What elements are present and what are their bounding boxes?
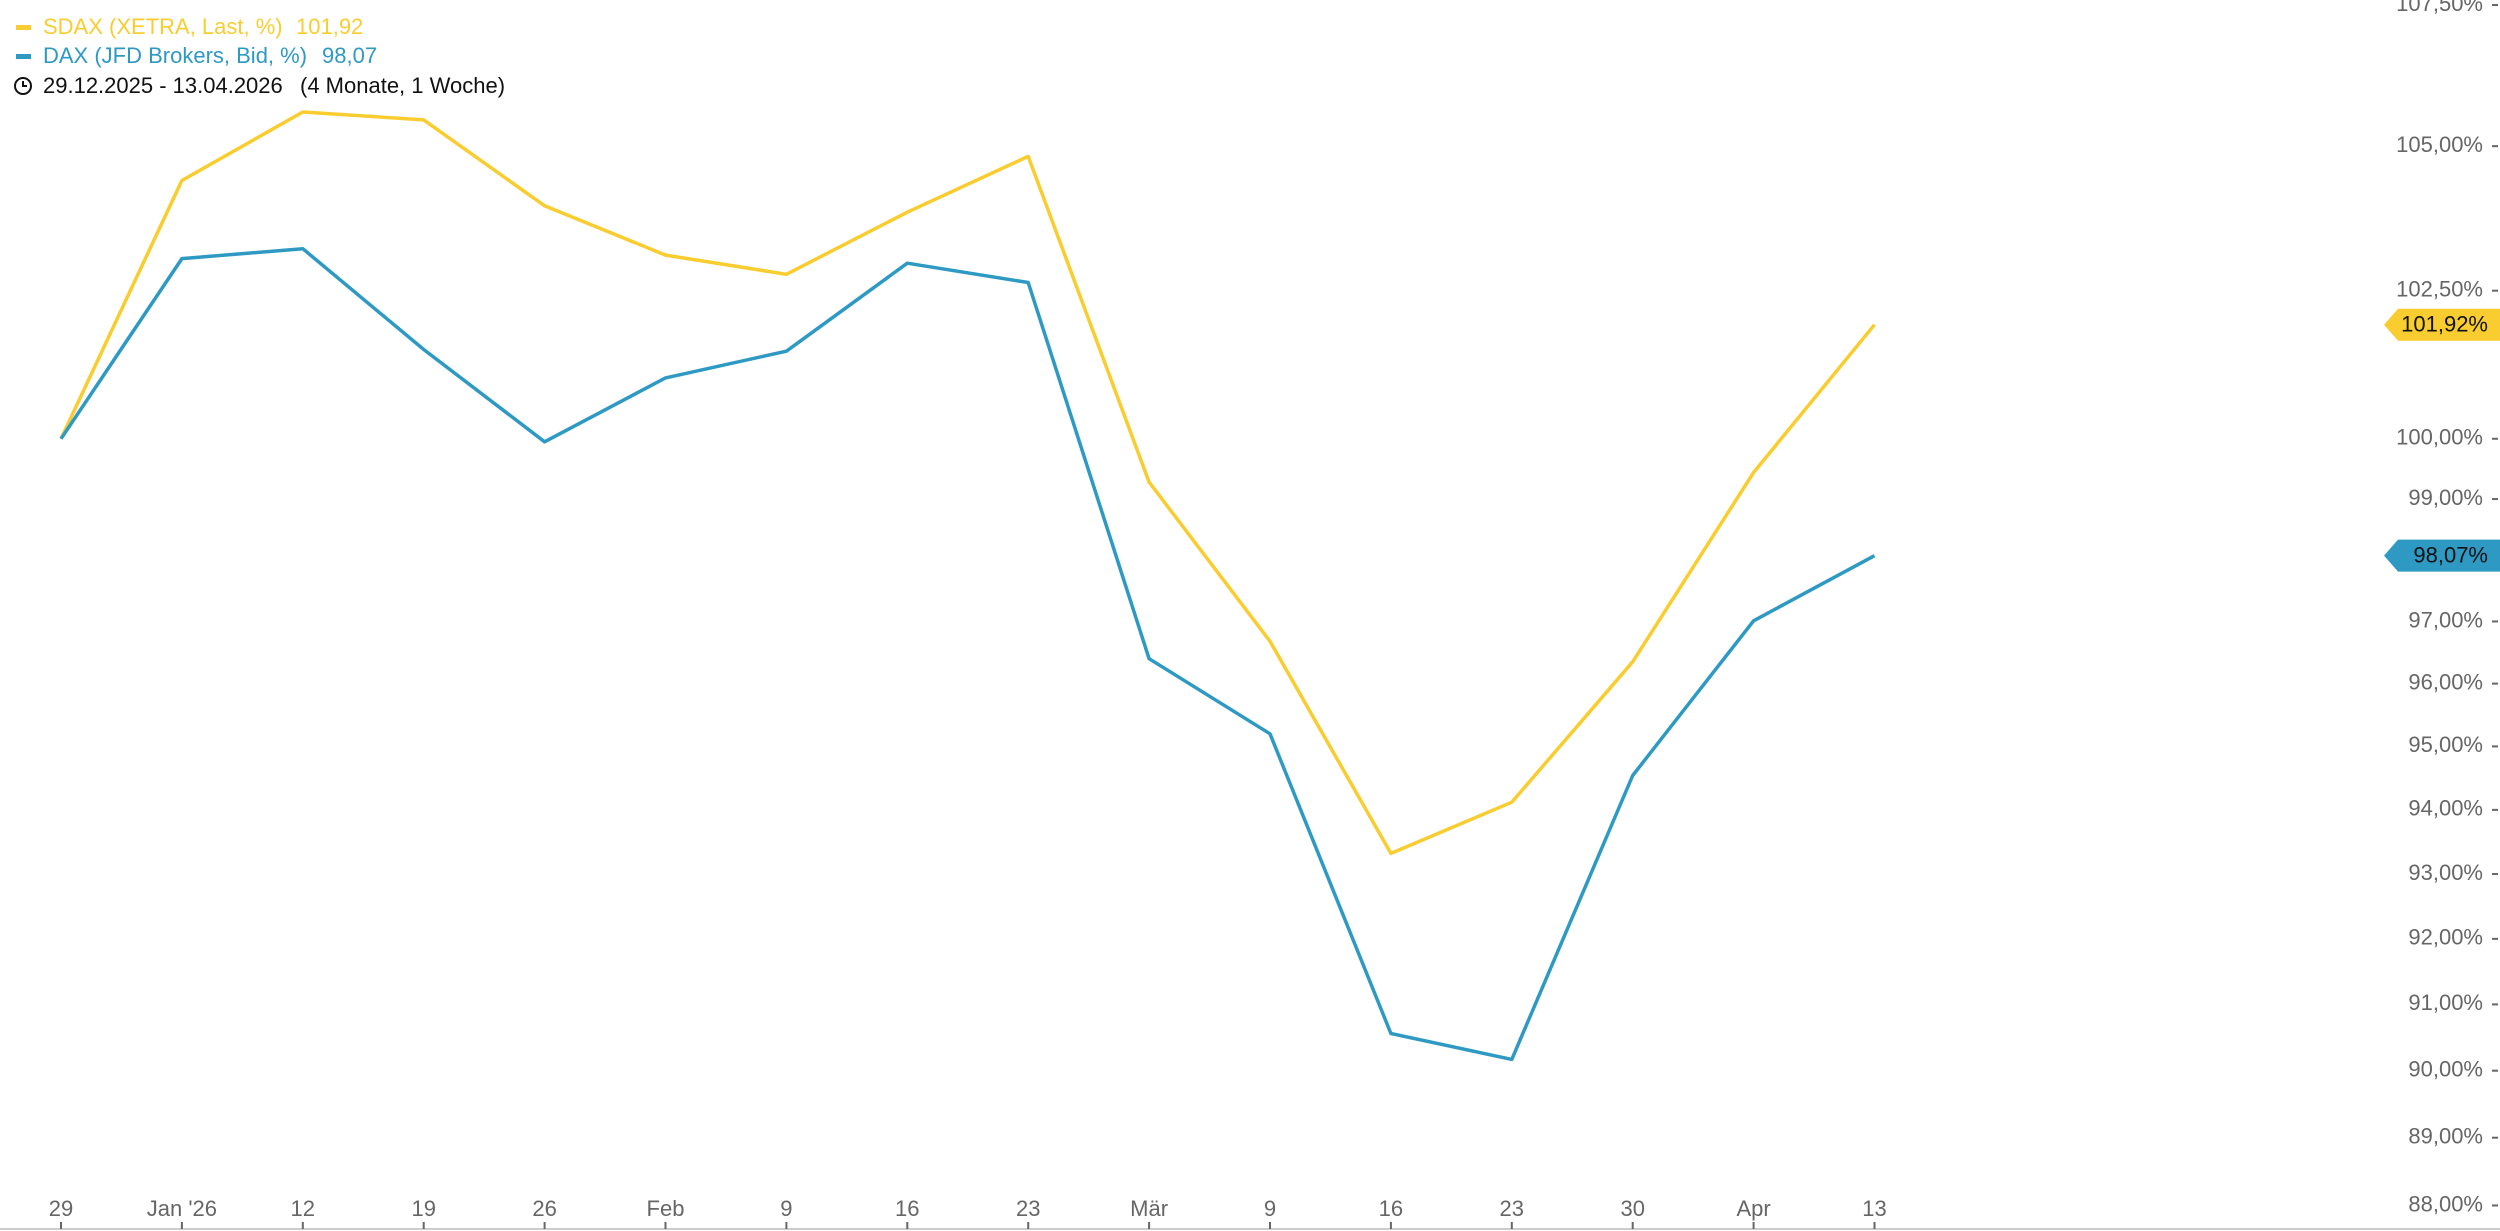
y-tick-label: 96,00%	[2408, 669, 2483, 694]
x-tick-label: Jan '26	[147, 1196, 217, 1221]
x-tick-label: 29	[49, 1196, 73, 1221]
x-tick-label: Feb	[647, 1196, 685, 1221]
legend-label: SDAX (XETRA, Last, %)	[43, 14, 283, 39]
price-tag	[2384, 308, 2500, 341]
y-tick-label: 99,00%	[2408, 485, 2483, 510]
y-tick-label: 88,00%	[2408, 1191, 2483, 1216]
price-tag	[2384, 539, 2500, 572]
x-tick-label: 16	[895, 1196, 919, 1221]
clock-icon	[14, 77, 32, 95]
price-tag-label: 98,07%	[2413, 542, 2488, 567]
x-tick-label: 9	[1264, 1196, 1276, 1221]
x-tick-label: 26	[532, 1196, 556, 1221]
y-tick-label: 102,50%	[2396, 276, 2483, 301]
x-tick-label: 13	[1862, 1196, 1886, 1221]
y-tick-label: 92,00%	[2408, 925, 2483, 950]
x-tick-label: 9	[780, 1196, 792, 1221]
y-tick-label: 100,00%	[2396, 425, 2483, 450]
x-tick-label: 16	[1379, 1196, 1403, 1221]
x-tick-label: 12	[291, 1196, 315, 1221]
x-tick-label: Apr	[1736, 1196, 1770, 1221]
series-line	[59, 246, 1876, 1062]
y-tick-label: 89,00%	[2408, 1124, 2483, 1149]
y-tick-label: 107,50%	[2396, 0, 2483, 16]
legend-value: 101,92	[296, 14, 363, 39]
x-tick-label: 23	[1500, 1196, 1524, 1221]
x-tick-label: 30	[1620, 1196, 1644, 1221]
y-tick-label: 90,00%	[2408, 1056, 2483, 1081]
x-tick-label: 23	[1016, 1196, 1040, 1221]
date-range: 29.12.2025 - 13.04.2026	[43, 73, 283, 98]
y-tick-label: 95,00%	[2408, 732, 2483, 757]
legend-label: DAX (JFD Brokers, Bid, %)	[43, 43, 307, 68]
legend-value: 98,07	[322, 43, 377, 68]
legend-swatch	[16, 54, 31, 59]
y-tick-label: 93,00%	[2408, 860, 2483, 885]
x-tick-label: Mär	[1130, 1196, 1168, 1221]
y-tick-label: 91,00%	[2408, 990, 2483, 1015]
y-tick-label: 94,00%	[2408, 796, 2483, 821]
period: (4 Monate, 1 Woche)	[300, 73, 505, 98]
y-tick-label: 105,00%	[2396, 132, 2483, 157]
x-tick-label: 19	[411, 1196, 435, 1221]
y-tick-label: 97,00%	[2408, 607, 2483, 632]
price-tag-label: 101,92%	[2401, 312, 2488, 337]
series-line	[59, 110, 1876, 856]
legend-swatch	[16, 25, 31, 30]
